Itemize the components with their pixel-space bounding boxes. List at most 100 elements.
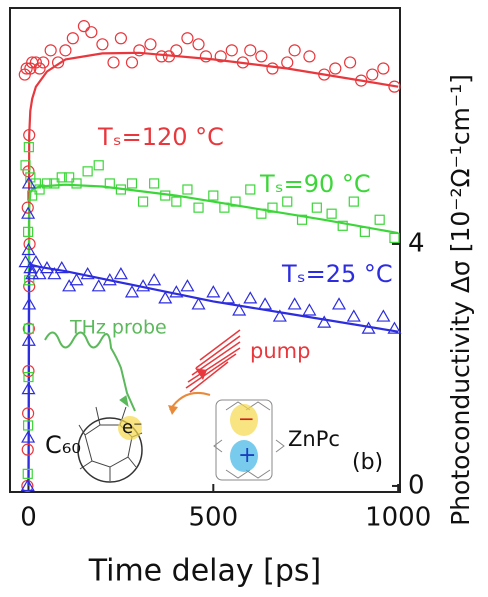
series-label: Tₛ=90 °C: [259, 170, 371, 198]
data-point: [361, 321, 376, 334]
data-point: [158, 291, 173, 304]
data-point: [47, 266, 62, 280]
data-point: [29, 56, 42, 69]
data-point: [137, 196, 149, 207]
y-tick-label: 4: [408, 228, 425, 258]
data-point: [346, 309, 361, 322]
data-point: [102, 273, 117, 286]
data-point: [266, 62, 279, 75]
data-point: [147, 273, 162, 286]
data-point: [93, 160, 104, 171]
data-point: [208, 190, 219, 201]
annotation: pump: [250, 339, 310, 363]
data-point: [33, 62, 46, 75]
data-point: [23, 226, 34, 237]
data-point: [25, 266, 40, 280]
data-point: [22, 407, 35, 420]
data-point: [287, 297, 302, 310]
data-point: [37, 56, 50, 69]
data-point: [32, 266, 47, 280]
data-point: [21, 381, 36, 395]
data-point: [162, 50, 176, 63]
data-point: [255, 50, 268, 63]
data-point: [225, 44, 238, 57]
data-point: [96, 38, 109, 51]
data-point: [160, 190, 171, 201]
data-point: [113, 266, 128, 280]
data-point: [69, 273, 84, 286]
data-point: [199, 50, 213, 63]
x-tick-label: 0: [20, 503, 37, 533]
data-point: [23, 323, 34, 334]
fit-line: [27, 51, 399, 486]
data-point: [236, 56, 249, 69]
data-point: [387, 321, 402, 334]
data-point: [23, 420, 34, 431]
data-point: [23, 260, 38, 274]
data-point: [30, 178, 41, 189]
data-point: [288, 44, 301, 57]
plot-frame: [9, 7, 401, 493]
data-point: [51, 56, 65, 69]
data-point: [22, 297, 37, 310]
data-point: [64, 172, 75, 183]
data-point: [25, 172, 36, 183]
data-point: [281, 56, 294, 69]
data-point: [34, 184, 45, 195]
data-point: [44, 44, 57, 57]
data-point: [171, 196, 182, 207]
data-point: [296, 214, 308, 225]
data-point: [366, 68, 379, 81]
y-tick-label: 0: [408, 470, 425, 500]
data-point: [311, 202, 322, 213]
data-point: [22, 468, 33, 479]
data-point: [27, 190, 38, 201]
data-point: [326, 208, 337, 219]
data-point: [331, 297, 347, 310]
data-point: [21, 176, 36, 189]
data-point: [348, 196, 359, 207]
data-point: [23, 371, 34, 383]
data-point: [21, 201, 34, 214]
data-point: [66, 32, 79, 45]
data-point: [82, 166, 93, 177]
data-point: [20, 478, 35, 492]
data-point: [149, 178, 160, 189]
y-axis-label: Photoconductivity Δσ [10⁻²Ω⁻¹cm⁻¹]: [446, 74, 475, 526]
data-point: [23, 237, 36, 251]
data-point: [125, 56, 139, 69]
data-point: [376, 309, 391, 322]
data-point: [21, 443, 34, 456]
data-point: [258, 297, 273, 310]
data-point: [23, 142, 34, 153]
data-point: [256, 208, 267, 219]
data-point: [337, 220, 348, 231]
x-tick-label: 1000: [365, 503, 431, 533]
data-point: [359, 226, 370, 237]
annotation: e⁻: [122, 417, 143, 438]
data-point: [115, 184, 127, 195]
data-point: [22, 165, 35, 178]
data-point: [21, 206, 36, 219]
data-point: [85, 26, 98, 39]
data-point: [389, 232, 400, 243]
series-label: Tₛ=25 °C: [281, 260, 393, 288]
inset-art: [44, 329, 285, 483]
fit-line: [27, 263, 399, 486]
data-point: [343, 56, 357, 69]
data-point: [114, 32, 128, 45]
data-point: [219, 202, 230, 213]
data-point: [329, 62, 342, 75]
data-point: [317, 315, 332, 328]
data-point: [54, 260, 69, 274]
x-axis-label: Time delay [ps]: [88, 554, 322, 589]
data-point: [181, 32, 194, 45]
data-point: [388, 80, 401, 93]
data-point: [133, 44, 146, 57]
data-point: [180, 279, 195, 292]
data-point: [302, 303, 317, 316]
data-point: [318, 68, 331, 81]
data-point: [23, 128, 36, 142]
data-point: [282, 196, 293, 207]
